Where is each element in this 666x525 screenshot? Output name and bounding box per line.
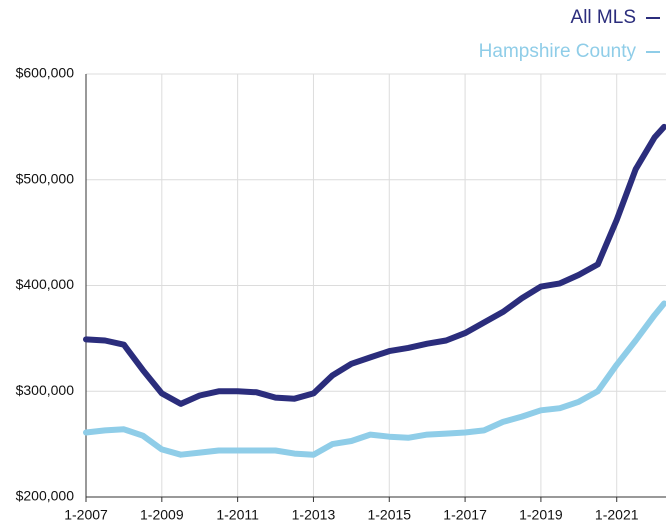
y-tick-label: $200,000 [16, 488, 75, 504]
y-tick-label: $500,000 [16, 170, 75, 186]
x-tick-label: 1-2011 [216, 507, 259, 523]
x-tick-label: 1-2009 [140, 507, 184, 523]
x-tick-label: 1-2015 [367, 507, 411, 523]
x-tick-label: 1-2007 [64, 507, 108, 523]
y-tick-label: $300,000 [16, 382, 75, 398]
series-line [83, 300, 666, 458]
y-tick-label: $400,000 [16, 276, 75, 292]
legend-label: All MLS [571, 7, 636, 28]
x-tick-label: 1-2013 [292, 507, 336, 523]
x-tick-label: 1-2021 [595, 507, 639, 523]
y-tick-label: $600,000 [16, 65, 75, 81]
legend-label: Hampshire County [479, 41, 637, 62]
series-line [83, 123, 666, 407]
x-tick-label: 1-2019 [519, 507, 563, 523]
x-tick-label: 1-2017 [443, 507, 487, 523]
